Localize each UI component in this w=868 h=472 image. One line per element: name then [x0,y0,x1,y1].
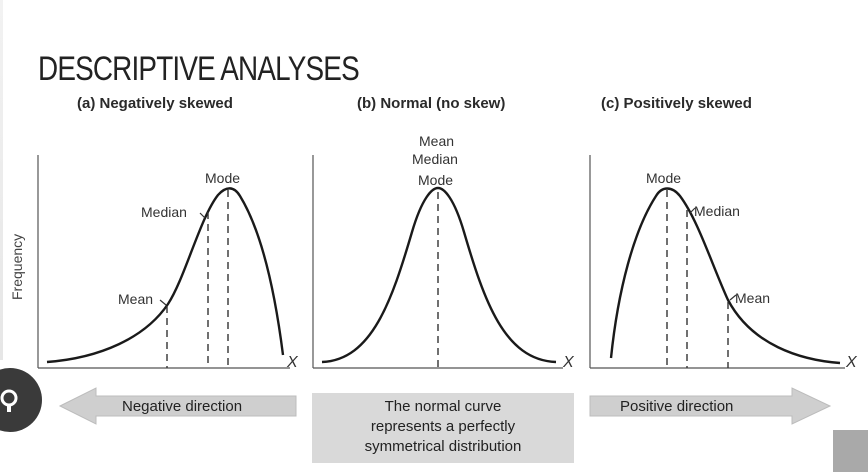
mean-label-normal: Mean [419,133,454,149]
panel-title-normal: (b) Normal (no skew) [357,95,506,112]
mean-label-positive: Mean [735,290,770,306]
corner-block [833,430,868,472]
mode-label-positive: Mode [646,170,681,186]
panel-title-negative: (a) Negatively skewed [77,95,233,112]
mean-label-negative: Mean [118,291,153,307]
x-label-positive: X [845,354,858,371]
page-title: DESCRIPTIVE ANALYSES [38,50,360,88]
normal-curve [321,186,557,364]
normal-note-box [312,393,574,463]
mode-label-negative: Mode [205,170,240,186]
median-label-positive: Median [694,203,740,219]
skew-curve-positive [609,187,841,365]
positive-direction-label: Positive direction [620,398,734,415]
x-label-negative: X [286,354,299,371]
normal-note: The normal curve represents a perfectly … [312,397,574,457]
left-edge [0,0,3,360]
normal-note-line-3: symmetrical distribution [364,438,522,455]
normal-note-line-1: The normal curve [384,398,502,415]
median-label-normal: Median [412,151,458,167]
median-pointer-negative [199,212,206,219]
negative-direction-label: Negative direction [122,398,243,415]
settings-icon [0,389,18,412]
panel-positive: Mode Median Mean X [589,155,858,371]
normal-note-line-2: represents a perfectly [370,418,516,435]
mean-pointer-negative [159,299,167,306]
mean-pointer-positive [729,294,737,301]
x-label-normal: X [562,354,575,371]
median-label-negative: Median [141,204,187,220]
negative-direction-arrow [58,387,297,425]
panel-normal: Mean Median Mode X [312,133,575,371]
panel-negative: Mode Median Mean X [37,155,299,371]
skew-curve-negative [46,187,285,364]
mode-label-normal: Mode [418,172,453,188]
panel-title-positive: (c) Positively skewed [601,95,752,112]
median-pointer-positive [689,207,696,214]
positive-direction-arrow [589,387,832,425]
